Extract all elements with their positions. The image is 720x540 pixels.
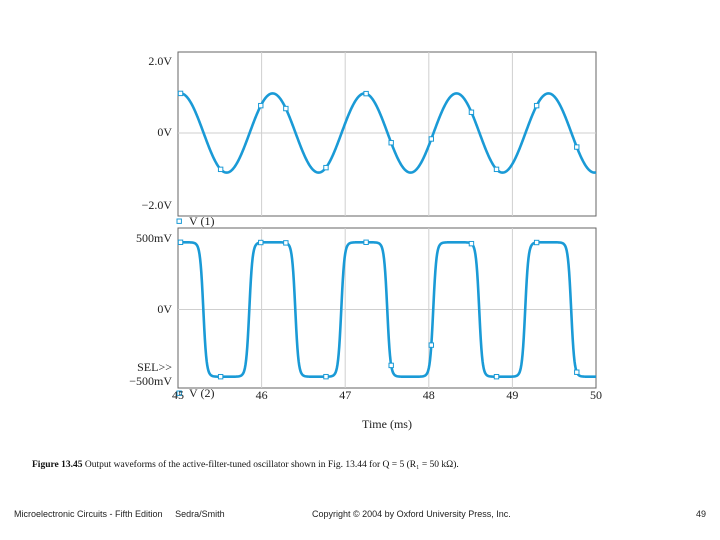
waveform-marker xyxy=(428,136,435,142)
waveform-marker xyxy=(283,240,289,246)
waveform-marker xyxy=(323,373,329,380)
waveform-marker xyxy=(493,166,500,173)
waveform-marker xyxy=(323,164,329,171)
footer-left: Microelectronic Circuits - Fifth Edition… xyxy=(14,509,225,519)
waveform-marker xyxy=(283,105,289,112)
legend-marker xyxy=(176,390,182,396)
waveform-marker xyxy=(468,240,475,247)
waveform-line xyxy=(177,240,597,379)
footer-page-number: 49 xyxy=(695,509,706,519)
y-tick-label: 0V xyxy=(157,302,172,316)
waveform-marker xyxy=(363,239,369,245)
x-tick-label: 48 xyxy=(423,388,435,402)
footer-book: Microelectronic Circuits - Fifth Edition xyxy=(14,509,163,519)
waveform-marker xyxy=(363,90,369,97)
waveform-marker xyxy=(177,239,184,245)
legend-label: V (2) xyxy=(189,386,214,400)
figure-caption: Figure 13.45 Output waveforms of the act… xyxy=(32,460,692,470)
plot-v1: 2.0V 0V −2.0V V (1) xyxy=(142,51,597,228)
waveform-marker xyxy=(388,140,394,146)
figure-caption-text: Output waveforms of the active-filter-tu… xyxy=(84,460,459,470)
waveform-marker xyxy=(217,373,224,380)
footer-authors: Sedra/Smith xyxy=(175,509,225,519)
figure-caption-label: Figure 13.45 xyxy=(32,460,83,470)
legend-marker xyxy=(176,218,182,224)
y-tick-label: 500mV xyxy=(136,231,172,245)
x-tick-label: 49 xyxy=(506,388,518,402)
waveform-marker xyxy=(258,102,264,109)
footer-copyright: Copyright © 2004 by Oxford University Pr… xyxy=(312,509,511,519)
y-tick-label: 0V xyxy=(157,125,172,139)
waveform-line xyxy=(177,92,597,174)
x-tick-label: 46 xyxy=(256,388,268,402)
waveform-marker xyxy=(533,239,540,246)
x-tick-label: 45 xyxy=(172,388,184,402)
waveform-marker xyxy=(574,369,580,375)
waveform-marker xyxy=(177,90,184,97)
x-axis-label: Time (ms) xyxy=(362,417,412,431)
plot-v2: 500mV 0V SEL>>−500mV V (2) xyxy=(129,227,597,400)
waveform-marker xyxy=(533,102,540,109)
waveform-marker xyxy=(217,166,224,173)
waveform-marker xyxy=(574,144,580,150)
y-tick-label: SEL>> xyxy=(137,360,172,374)
y-tick-label: −500mV xyxy=(129,374,172,388)
waveform-marker xyxy=(388,362,394,369)
x-tick-label: 50 xyxy=(590,388,602,402)
waveform-marker xyxy=(468,109,475,115)
waveform-marker xyxy=(493,373,500,380)
waveform-marker xyxy=(258,239,264,246)
y-tick-label: 2.0V xyxy=(148,54,172,68)
waveform-figure: 2.0V 0V −2.0V V (1) 500mV 0V SEL>>−500mV V (2)… xyxy=(129,51,602,431)
waveform-marker xyxy=(428,342,435,348)
x-axis: 45 46 47 48 49 50 Time (ms) xyxy=(172,388,602,431)
x-tick-label: 47 xyxy=(339,388,351,402)
legend-label: V (1) xyxy=(189,214,214,228)
y-tick-label: −2.0V xyxy=(142,198,173,212)
